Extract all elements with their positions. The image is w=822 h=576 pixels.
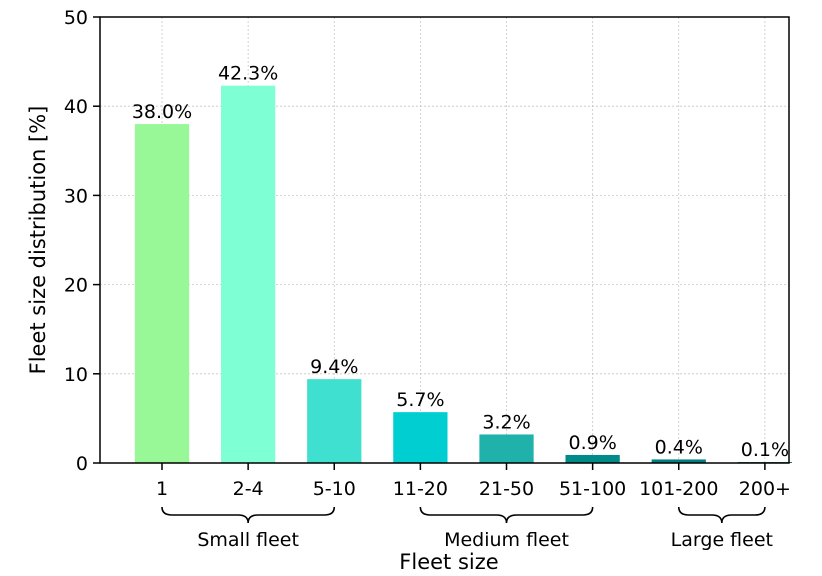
x-tick-label: 101-200 (639, 478, 718, 500)
x-tick-label: 2-4 (233, 478, 264, 500)
y-tick-label: 50 (64, 7, 88, 29)
x-axis-title: Fleet size (399, 550, 498, 574)
x-tick-label: 21-50 (479, 478, 534, 500)
group-label: Medium fleet (444, 529, 569, 551)
x-tick-label: 200+ (739, 478, 791, 500)
group-brace (161, 506, 336, 524)
axes (93, 16, 790, 524)
bar-value-label: 0.1% (741, 439, 789, 461)
bar (134, 124, 190, 463)
x-tick-label: 51-100 (559, 478, 626, 500)
y-tick-label: 10 (64, 364, 88, 386)
group-brace (677, 506, 766, 524)
group-brace (419, 506, 594, 524)
y-tick-label: 30 (64, 185, 88, 207)
bar (479, 434, 534, 463)
y-tick-label: 40 (64, 96, 88, 118)
x-tick-label: 5-10 (313, 478, 356, 500)
y-tick-label: 20 (64, 275, 88, 297)
labels: 0 10 20 30 40 50 38.0% 1 42.3% 2-4 9.4% 5-10 5.7% 11-… (64, 7, 791, 551)
bar-value-label: 38.0% (132, 101, 192, 123)
bar (651, 459, 706, 463)
group-label: Large fleet (671, 529, 773, 551)
bar-value-label: 9.4% (310, 356, 358, 378)
bar (307, 379, 362, 463)
bar-value-label: 0.9% (568, 432, 616, 454)
bar-value-label: 0.4% (655, 436, 703, 458)
group-label: Small fleet (197, 529, 299, 551)
bar-value-label: 3.2% (482, 411, 530, 433)
y-axis-title: Fleet size distribution [%] (26, 106, 50, 375)
y-tick-label: 0 (76, 453, 88, 475)
bar (393, 412, 448, 463)
bar (221, 85, 276, 464)
x-tick-label: 1 (156, 478, 168, 500)
plot-frame (99, 16, 790, 464)
bars (134, 85, 793, 464)
bar (565, 454, 620, 463)
bar-value-label: 5.7% (396, 389, 444, 411)
x-tick-label: 11-20 (393, 478, 448, 500)
bar-value-label: 42.3% (218, 63, 278, 85)
